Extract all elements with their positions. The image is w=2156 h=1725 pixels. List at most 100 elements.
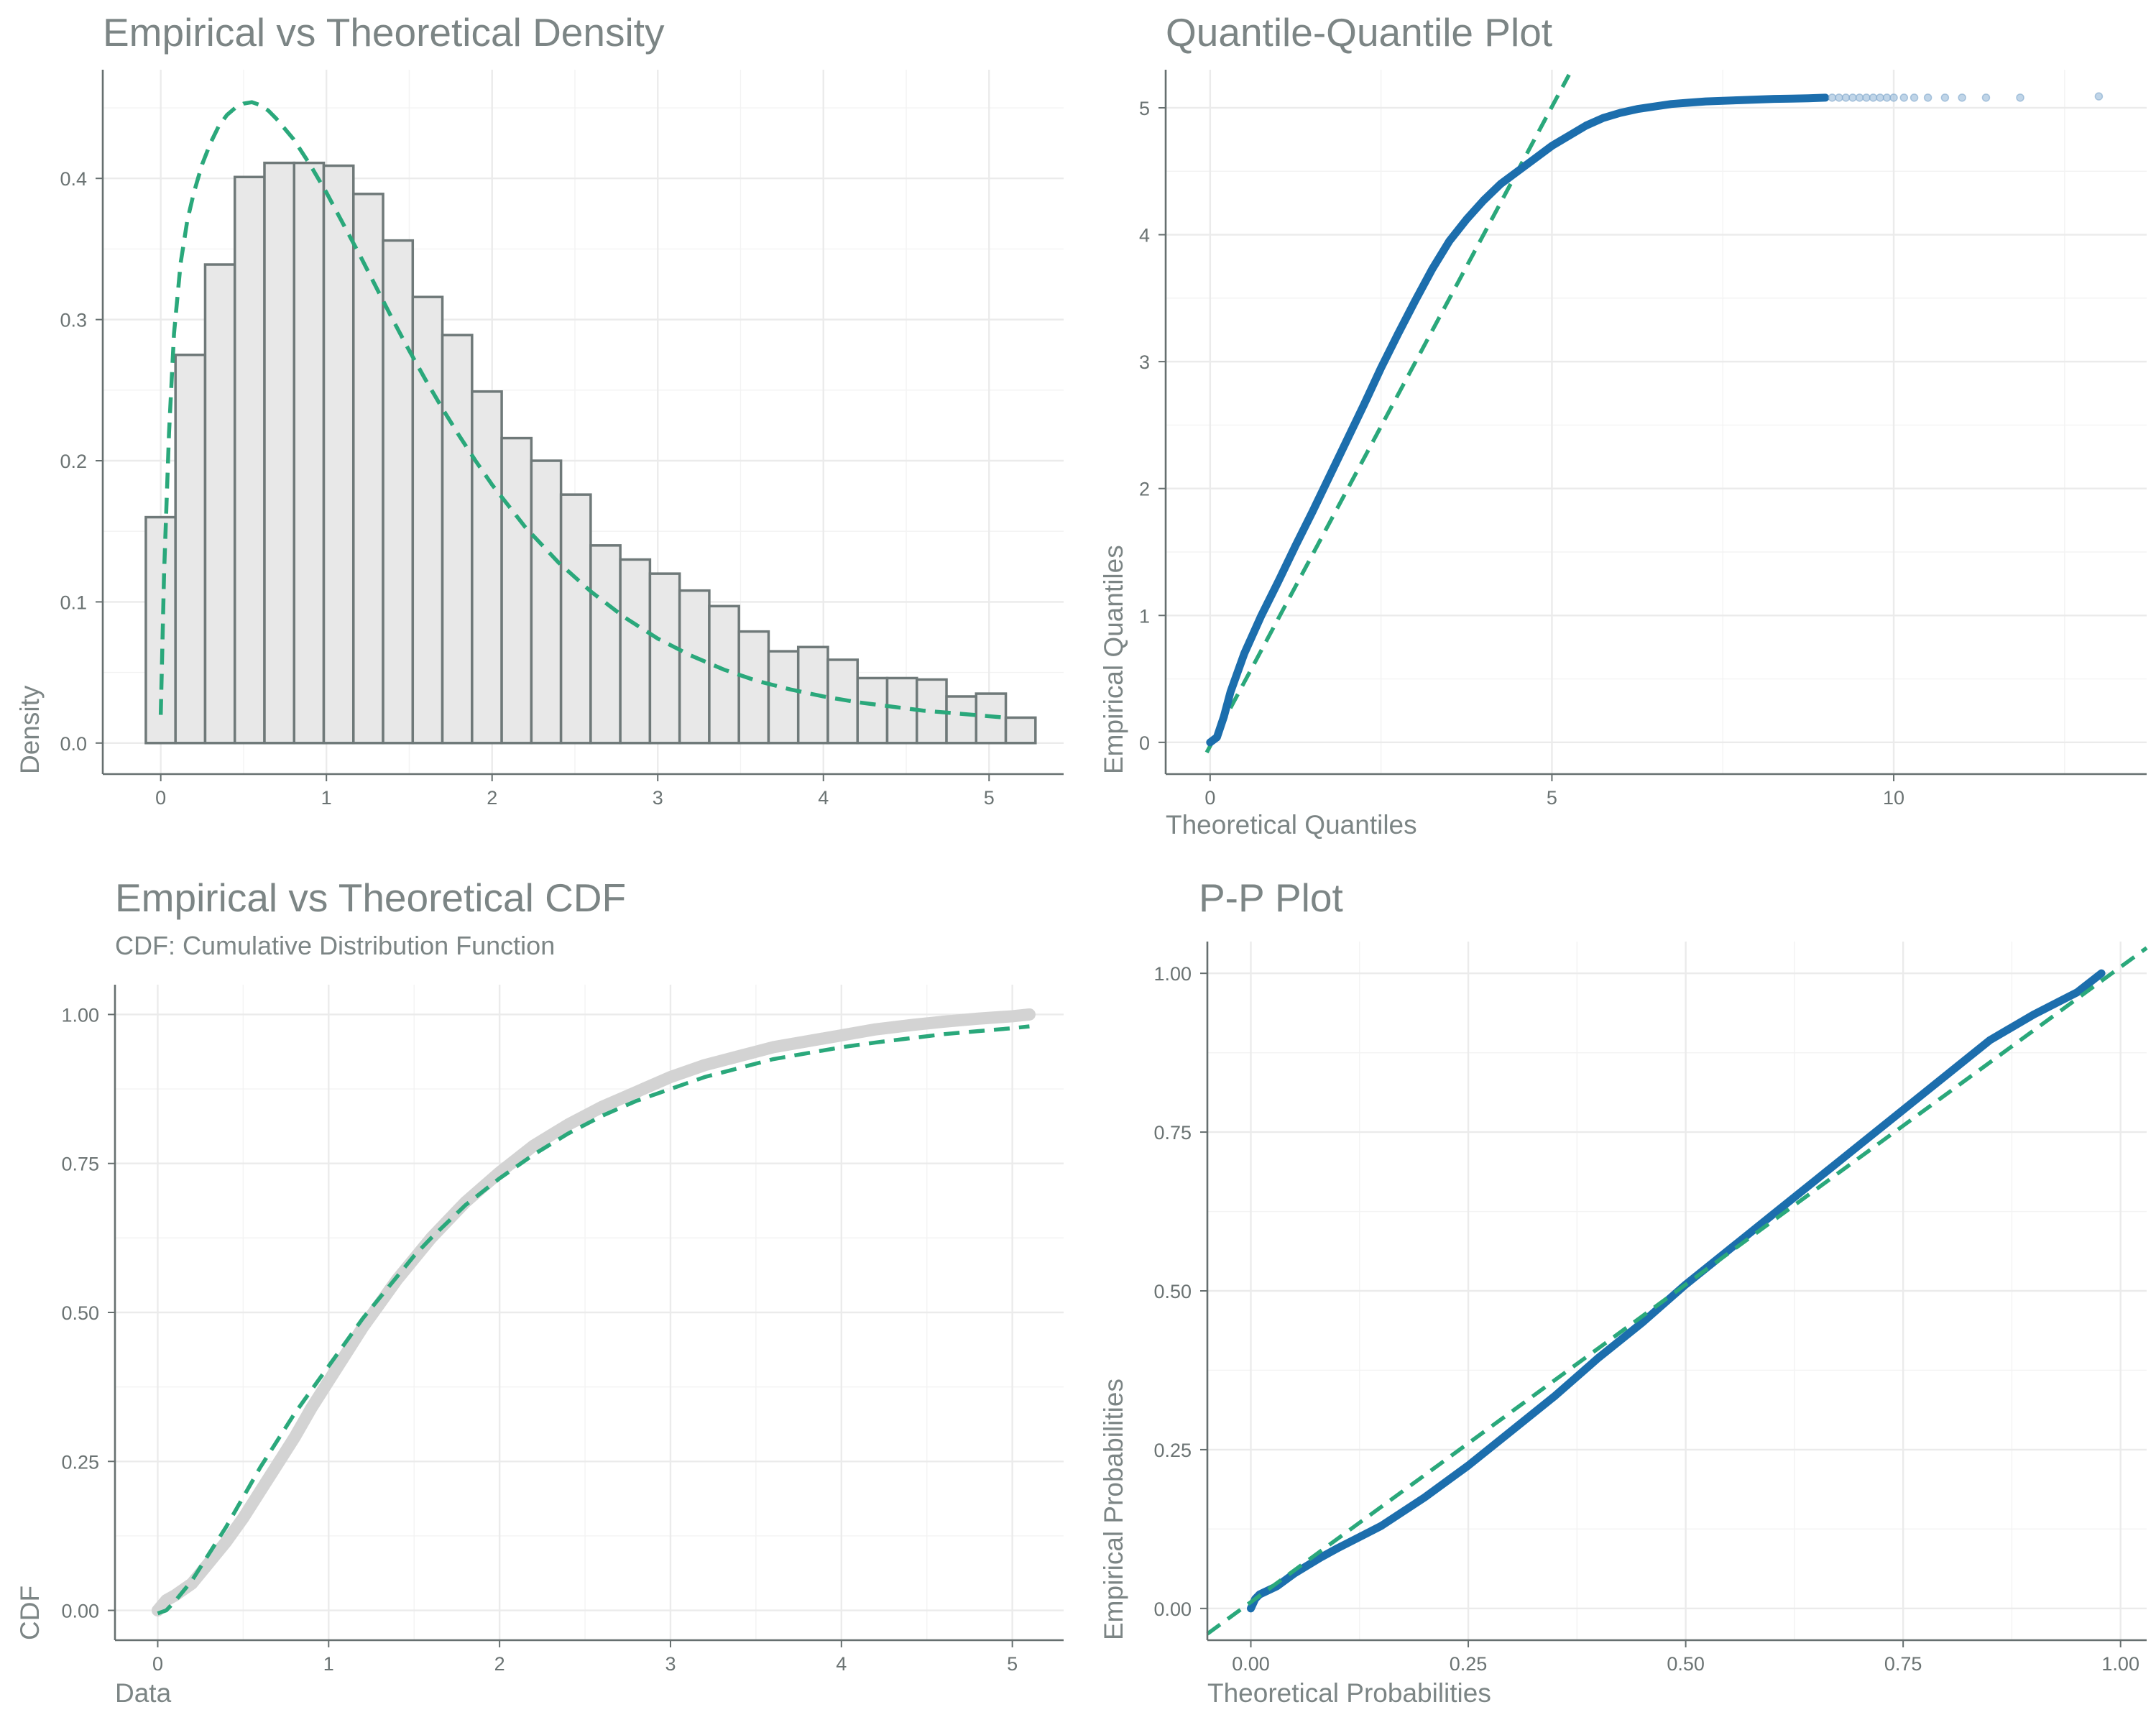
qq-tail-point xyxy=(1835,93,1843,102)
density-histogram-bar xyxy=(263,161,295,745)
cdf-y-tick-label: 0.75 xyxy=(61,1154,99,1175)
qq-tail-point xyxy=(2094,92,2104,101)
density-x-tick-label: 0 xyxy=(155,787,166,809)
density-histogram-bar xyxy=(708,604,740,745)
qq-y-tick-label: 3 xyxy=(1139,351,1150,373)
qq-x-tick-label: 5 xyxy=(1547,787,1557,809)
qq-tail-point xyxy=(1940,93,1950,102)
pp-x-tick-label: 0.25 xyxy=(1450,1653,1488,1675)
qq-tail-point xyxy=(1855,93,1864,102)
density-histogram-bar xyxy=(203,263,236,745)
cdf-x-tick-label: 5 xyxy=(1007,1653,1018,1675)
pp-x-axis-title: Theoretical Probabilities xyxy=(1207,1678,1491,1708)
qq-tail-point xyxy=(1869,93,1878,102)
qq-tail-point xyxy=(1889,93,1898,102)
density-histogram-bar xyxy=(530,459,563,745)
cdf-y-tick-label: 1.00 xyxy=(61,1004,99,1026)
pp-y-tick-label: 0.25 xyxy=(1153,1440,1192,1461)
cdf-y-axis-title: CDF xyxy=(15,1586,45,1640)
cdf-x-tick-label: 0 xyxy=(152,1653,163,1675)
density-y-tick-label: 0.2 xyxy=(60,451,87,472)
density-y-tick-label: 0.0 xyxy=(60,733,87,755)
pp-y-tick-label: 0.00 xyxy=(1153,1598,1192,1620)
density-histogram-bar xyxy=(322,164,355,745)
pp-title: P-P Plot xyxy=(1199,875,1343,920)
density-histogram-bar xyxy=(619,558,652,745)
density-histogram-bar xyxy=(767,650,800,745)
density-histogram-bar xyxy=(471,390,503,745)
density-histogram-bar xyxy=(292,161,326,745)
qq-tail-point xyxy=(1923,93,1932,102)
theoretical-cdf-curve xyxy=(157,1024,1030,1616)
density-x-tick-label: 4 xyxy=(818,787,829,809)
density-histogram-bar xyxy=(500,436,533,745)
density-x-tick-label: 5 xyxy=(984,787,995,809)
cdf-x-tick-label: 2 xyxy=(494,1653,505,1675)
qq-tail-point xyxy=(2016,93,2024,102)
density-y-tick-label: 0.3 xyxy=(60,310,87,331)
density-histogram-bar xyxy=(678,589,711,745)
pp-x-tick-label: 1.00 xyxy=(2101,1653,2139,1675)
density-histogram-bar xyxy=(559,493,592,745)
qq-x-tick-label: 10 xyxy=(1883,787,1904,809)
pp-x-tick-label: 0.00 xyxy=(1232,1653,1270,1675)
qq-reference-line xyxy=(1204,73,1571,754)
qq-tail-point xyxy=(1862,93,1871,102)
qq-tail-point xyxy=(1882,93,1892,102)
qq-y-tick-label: 1 xyxy=(1139,605,1150,627)
pp-reference-line xyxy=(1206,946,2148,1636)
cdf-title: Empirical vs Theoretical CDF xyxy=(115,875,626,920)
cdf-y-tick-label: 0.00 xyxy=(61,1601,99,1622)
density-x-tick-label: 2 xyxy=(487,787,497,809)
pp-y-tick-label: 0.75 xyxy=(1153,1122,1192,1144)
qq-tail-point xyxy=(1828,93,1837,102)
density-histogram-bar xyxy=(648,572,681,745)
qq-tail-point xyxy=(1848,93,1857,102)
density-histogram-bar xyxy=(382,239,415,745)
pp-y-tick-label: 0.50 xyxy=(1153,1281,1192,1302)
qq-tail-point xyxy=(1876,93,1884,102)
pp-y-tick-label: 1.00 xyxy=(1153,963,1192,985)
density-y-axis-title: Density xyxy=(15,685,45,774)
density-x-tick-label: 3 xyxy=(653,787,663,809)
cdf-x-tick-label: 3 xyxy=(665,1653,676,1675)
density-histogram-bar xyxy=(352,193,384,745)
cdf-y-tick-label: 0.50 xyxy=(61,1302,99,1324)
qq-y-tick-label: 2 xyxy=(1139,479,1150,500)
qq-tail-point xyxy=(1899,93,1909,102)
cdf-x-tick-label: 1 xyxy=(323,1653,334,1675)
cdf-x-tick-label: 4 xyxy=(836,1653,847,1675)
density-histogram-bar xyxy=(411,295,444,745)
qq-x-axis-title: Theoretical Quantiles xyxy=(1166,810,1417,840)
density-x-tick-label: 1 xyxy=(321,787,332,809)
qq-x-tick-label: 0 xyxy=(1204,787,1215,809)
pp-x-tick-label: 0.75 xyxy=(1884,1653,1922,1675)
density-histogram-bar xyxy=(945,695,978,745)
cdf-y-tick-label: 0.25 xyxy=(61,1451,99,1473)
density-histogram-bar xyxy=(737,630,770,745)
qq-tail-point xyxy=(1981,93,1991,102)
cdf-x-axis-title: Data xyxy=(115,1678,172,1708)
density-histogram-bar xyxy=(233,175,266,745)
qq-y-tick-label: 5 xyxy=(1139,98,1150,119)
qq-y-axis-title: Empirical Quantiles xyxy=(1099,545,1128,774)
qq-sample-points xyxy=(1206,93,1830,747)
density-y-tick-label: 0.1 xyxy=(60,592,87,613)
density-histogram-bar xyxy=(441,334,474,745)
qq-tail-point xyxy=(1958,93,1966,102)
density-histogram-bar xyxy=(856,676,889,745)
qq-tail-point xyxy=(1841,93,1851,102)
qq-tail-point xyxy=(1909,93,1919,102)
qq-y-tick-label: 4 xyxy=(1139,225,1150,247)
density-histogram-bar xyxy=(589,544,622,745)
pp-y-axis-title: Empirical Probabilities xyxy=(1099,1379,1128,1640)
pp-x-tick-label: 0.50 xyxy=(1667,1653,1705,1675)
density-histogram-bar xyxy=(174,353,207,745)
density-histogram-bar xyxy=(975,692,1008,745)
cdf-subtitle: CDF: Cumulative Distribution Function xyxy=(115,931,555,960)
density-histogram-bar xyxy=(1004,716,1037,745)
pp-sample-curve xyxy=(1247,969,2106,1613)
density-y-tick-label: 0.4 xyxy=(60,168,87,190)
qq-title: Quantile-Quantile Plot xyxy=(1166,10,1552,55)
density-title: Empirical vs Theoretical Density xyxy=(103,10,665,55)
